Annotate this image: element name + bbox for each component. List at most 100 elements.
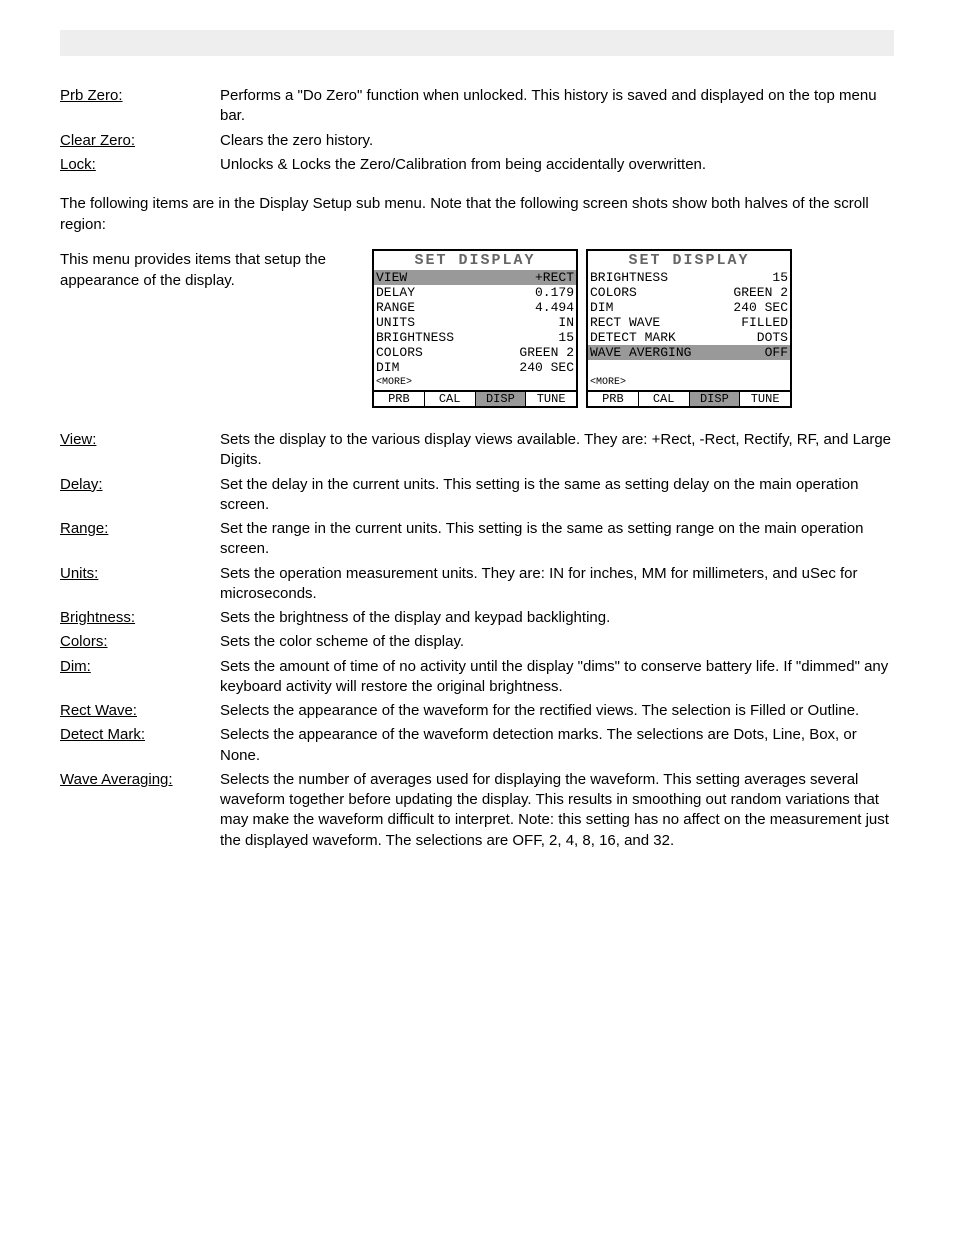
def-term: Delay:: [60, 475, 220, 516]
def-desc: Clears the zero history.: [220, 131, 894, 151]
lcd-row: DELAY 0.179: [374, 285, 576, 300]
lcd-tabs: PRBCALDISPTUNE: [588, 390, 790, 406]
def-term: Rect Wave:: [60, 701, 220, 721]
lcd-tab[interactable]: TUNE: [740, 392, 790, 406]
lcd-row: VIEW +RECT: [374, 270, 576, 285]
lcd-tab[interactable]: CAL: [639, 392, 690, 406]
def-desc: Set the range in the current units. This…: [220, 519, 894, 560]
lcd-row-value: +RECT: [535, 271, 574, 284]
lcd-tab[interactable]: DISP: [476, 392, 527, 406]
lcd-row-label: DIM: [590, 301, 613, 314]
lcd-row-value: 15: [772, 271, 788, 284]
lcd-row-label: BRIGHTNESS: [590, 271, 668, 284]
lcd-row: RANGE 4.494: [374, 300, 576, 315]
lcd-row-value: GREEN 2: [519, 346, 574, 359]
lcd-row-value: 4.494: [535, 301, 574, 314]
lcd-row: COLORS GREEN 2: [588, 285, 790, 300]
lcd-row-value: DOTS: [757, 331, 788, 344]
lcd-row-value: FILLED: [741, 316, 788, 329]
lcd-row-label: DELAY: [376, 286, 415, 299]
def-row: Delay:Set the delay in the current units…: [60, 475, 894, 516]
def-row: Units:Sets the operation measurement uni…: [60, 564, 894, 605]
lcd-more: <MORE>: [374, 375, 576, 390]
lcd-tab[interactable]: PRB: [588, 392, 639, 406]
lcd-row: BRIGHTNESS 15: [588, 270, 790, 285]
lcd-tab[interactable]: PRB: [374, 392, 425, 406]
def-desc: Sets the brightness of the display and k…: [220, 608, 894, 628]
def-term: Clear Zero:: [60, 131, 220, 151]
def-term: Lock:: [60, 155, 220, 175]
lcd-row-value: 240 SEC: [519, 361, 574, 374]
lcd-row-label: DIM: [376, 361, 399, 374]
def-desc: Performs a "Do Zero" function when unloc…: [220, 86, 894, 127]
def-row: Rect Wave:Selects the appearance of the …: [60, 701, 894, 721]
lcd-title: SET DISPLAY: [374, 251, 576, 270]
lcd-row-label: COLORS: [376, 346, 423, 359]
lcd-row-label: VIEW: [376, 271, 407, 284]
def-row: Wave Averaging:Selects the number of ave…: [60, 770, 894, 851]
def-row: Dim:Sets the amount of time of no activi…: [60, 657, 894, 698]
lcd-row: DETECT MARK DOTS: [588, 330, 790, 345]
def-term: Range:: [60, 519, 220, 560]
lcd-row-label: BRIGHTNESS: [376, 331, 454, 344]
lcd-row: [588, 360, 790, 375]
def-desc: Sets the display to the various display …: [220, 430, 894, 471]
lcd-row-label: UNITS: [376, 316, 415, 329]
def-term: Colors:: [60, 632, 220, 652]
def-term: Wave Averaging:: [60, 770, 220, 851]
def-term: View:: [60, 430, 220, 471]
def-row: Clear Zero:Clears the zero history.: [60, 131, 894, 151]
def-row: Colors:Sets the color scheme of the disp…: [60, 632, 894, 652]
lcd-tab[interactable]: CAL: [425, 392, 476, 406]
lcd-tabs: PRBCALDISPTUNE: [374, 390, 576, 406]
lcd-row: WAVE AVERGING OFF: [588, 345, 790, 360]
def-term: Prb Zero:: [60, 86, 220, 127]
lcd-left: SET DISPLAYVIEW +RECT DELAY 0.179 RANGE 4.494…: [372, 249, 578, 408]
display-defs: View:Sets the display to the various dis…: [60, 430, 894, 851]
lcd-row-value: GREEN 2: [733, 286, 788, 299]
def-row: Range:Set the range in the current units…: [60, 519, 894, 560]
lcd-row: COLORS GREEN 2: [374, 345, 576, 360]
def-term: Detect Mark:: [60, 725, 220, 766]
lcd-row-label: DETECT MARK: [590, 331, 676, 344]
lcd-tab[interactable]: DISP: [690, 392, 741, 406]
def-term: Dim:: [60, 657, 220, 698]
lcd-title: SET DISPLAY: [588, 251, 790, 270]
running-header: [60, 30, 894, 56]
lcd-row-label: RECT WAVE: [590, 316, 660, 329]
lcd-row-value: 240 SEC: [733, 301, 788, 314]
cal-defs: Prb Zero:Performs a "Do Zero" function w…: [60, 86, 894, 175]
def-desc: Sets the operation measurement units. Th…: [220, 564, 894, 605]
def-row: Detect Mark:Selects the appearance of th…: [60, 725, 894, 766]
body-intro-1: The following items are in the Display S…: [60, 193, 894, 235]
lcd-row: DIM 240 SEC: [374, 360, 576, 375]
def-desc: Selects the appearance of the waveform f…: [220, 701, 894, 721]
lcd-row-label: WAVE AVERGING: [590, 346, 691, 359]
def-row: Prb Zero:Performs a "Do Zero" function w…: [60, 86, 894, 127]
lcd-row-label: RANGE: [376, 301, 415, 314]
lcd-row-value: 15: [558, 331, 574, 344]
def-desc: Selects the number of averages used for …: [220, 770, 894, 851]
def-row: Brightness:Sets the brightness of the di…: [60, 608, 894, 628]
def-term: Brightness:: [60, 608, 220, 628]
def-desc: Sets the color scheme of the display.: [220, 632, 894, 652]
lcd-row-value: OFF: [765, 346, 788, 359]
def-term: Units:: [60, 564, 220, 605]
lcd-more: <MORE>: [588, 375, 790, 390]
lcd-row-value: IN: [558, 316, 574, 329]
def-desc: Selects the appearance of the waveform d…: [220, 725, 894, 766]
def-row: View:Sets the display to the various dis…: [60, 430, 894, 471]
figure-intro: This menu provides items that setup the …: [60, 249, 360, 408]
def-row: Lock:Unlocks & Locks the Zero/Calibratio…: [60, 155, 894, 175]
def-desc: Unlocks & Locks the Zero/Calibration fro…: [220, 155, 894, 175]
lcd-row-value: 0.179: [535, 286, 574, 299]
lcd-row: RECT WAVE FILLED: [588, 315, 790, 330]
lcd-row: BRIGHTNESS 15: [374, 330, 576, 345]
def-desc: Set the delay in the current units. This…: [220, 475, 894, 516]
lcd-right: SET DISPLAYBRIGHTNESS 15 COLORS GREEN 2 DIM 2…: [586, 249, 792, 408]
lcd-tab[interactable]: TUNE: [526, 392, 576, 406]
lcd-row: DIM 240 SEC: [588, 300, 790, 315]
lcd-row-label: COLORS: [590, 286, 637, 299]
lcd-screens: SET DISPLAYVIEW+RECTDELAY0.179RANGE4.494…: [372, 249, 802, 408]
def-desc: Sets the amount of time of no activity u…: [220, 657, 894, 698]
